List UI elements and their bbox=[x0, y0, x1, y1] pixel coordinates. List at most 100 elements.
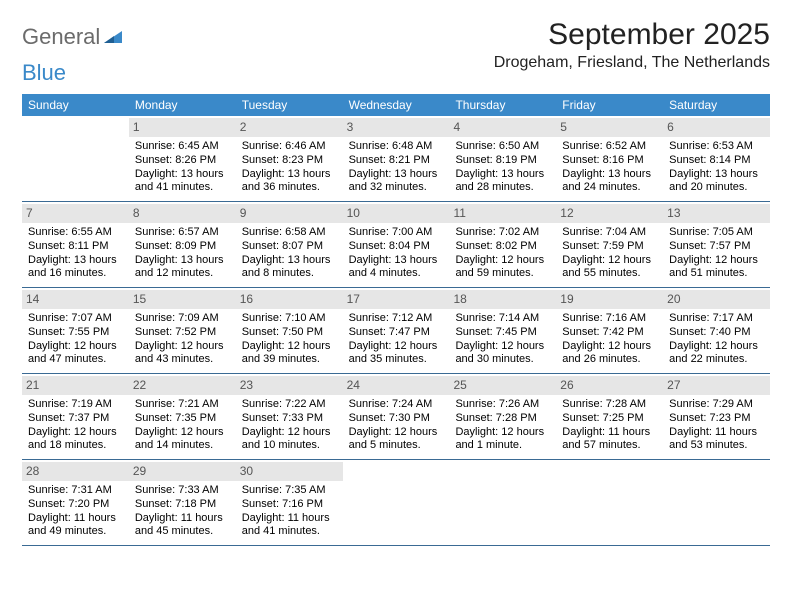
weeks-container: 1Sunrise: 6:45 AMSunset: 8:26 PMDaylight… bbox=[22, 116, 770, 546]
daylight-text: Daylight: 11 hours bbox=[669, 426, 764, 440]
day-cell: 3Sunrise: 6:48 AMSunset: 8:21 PMDaylight… bbox=[343, 116, 450, 201]
daylight-text: and 43 minutes. bbox=[135, 353, 230, 367]
day-header: Wednesday bbox=[343, 94, 450, 116]
daylight-text: Daylight: 13 hours bbox=[135, 168, 230, 182]
day-cell: 10Sunrise: 7:00 AMSunset: 8:04 PMDayligh… bbox=[343, 202, 450, 287]
daylight-text: Daylight: 12 hours bbox=[669, 340, 764, 354]
sunrise-text: Sunrise: 7:04 AM bbox=[562, 226, 657, 240]
daylight-text: Daylight: 12 hours bbox=[669, 254, 764, 268]
day-cell bbox=[22, 116, 129, 201]
day-cell bbox=[449, 460, 556, 545]
sunrise-text: Sunrise: 7:35 AM bbox=[242, 484, 337, 498]
daylight-text: and 51 minutes. bbox=[669, 267, 764, 281]
day-cell: 26Sunrise: 7:28 AMSunset: 7:25 PMDayligh… bbox=[556, 374, 663, 459]
day-cell: 12Sunrise: 7:04 AMSunset: 7:59 PMDayligh… bbox=[556, 202, 663, 287]
day-cell: 28Sunrise: 7:31 AMSunset: 7:20 PMDayligh… bbox=[22, 460, 129, 545]
day-cell: 6Sunrise: 6:53 AMSunset: 8:14 PMDaylight… bbox=[663, 116, 770, 201]
sunset-text: Sunset: 8:02 PM bbox=[455, 240, 550, 254]
daylight-text: and 14 minutes. bbox=[135, 439, 230, 453]
daylight-text: Daylight: 12 hours bbox=[562, 340, 657, 354]
day-number: 16 bbox=[236, 290, 343, 309]
calendar: Sunday Monday Tuesday Wednesday Thursday… bbox=[22, 94, 770, 546]
daylight-text: and 45 minutes. bbox=[135, 525, 230, 539]
day-cell: 2Sunrise: 6:46 AMSunset: 8:23 PMDaylight… bbox=[236, 116, 343, 201]
daylight-text: and 32 minutes. bbox=[349, 181, 444, 195]
day-number: 9 bbox=[236, 204, 343, 223]
sunset-text: Sunset: 7:18 PM bbox=[135, 498, 230, 512]
sunrise-text: Sunrise: 7:12 AM bbox=[349, 312, 444, 326]
sunset-text: Sunset: 7:28 PM bbox=[455, 412, 550, 426]
sunrise-text: Sunrise: 7:07 AM bbox=[28, 312, 123, 326]
daylight-text: Daylight: 12 hours bbox=[455, 254, 550, 268]
daylight-text: and 35 minutes. bbox=[349, 353, 444, 367]
sunset-text: Sunset: 8:26 PM bbox=[135, 154, 230, 168]
week-row: 28Sunrise: 7:31 AMSunset: 7:20 PMDayligh… bbox=[22, 460, 770, 546]
day-number: 8 bbox=[129, 204, 236, 223]
day-number: 22 bbox=[129, 376, 236, 395]
day-number: 26 bbox=[556, 376, 663, 395]
daylight-text: Daylight: 12 hours bbox=[562, 254, 657, 268]
day-cell: 17Sunrise: 7:12 AMSunset: 7:47 PMDayligh… bbox=[343, 288, 450, 373]
day-cell: 8Sunrise: 6:57 AMSunset: 8:09 PMDaylight… bbox=[129, 202, 236, 287]
day-cell: 20Sunrise: 7:17 AMSunset: 7:40 PMDayligh… bbox=[663, 288, 770, 373]
daylight-text: Daylight: 12 hours bbox=[349, 426, 444, 440]
sunset-text: Sunset: 7:30 PM bbox=[349, 412, 444, 426]
daylight-text: Daylight: 12 hours bbox=[455, 426, 550, 440]
day-number: 24 bbox=[343, 376, 450, 395]
daylight-text: and 53 minutes. bbox=[669, 439, 764, 453]
sunrise-text: Sunrise: 7:19 AM bbox=[28, 398, 123, 412]
sunrise-text: Sunrise: 6:48 AM bbox=[349, 140, 444, 154]
sunset-text: Sunset: 7:16 PM bbox=[242, 498, 337, 512]
day-cell: 1Sunrise: 6:45 AMSunset: 8:26 PMDaylight… bbox=[129, 116, 236, 201]
logo-word-general: General bbox=[22, 24, 100, 50]
daylight-text: Daylight: 13 hours bbox=[242, 254, 337, 268]
day-cell bbox=[343, 460, 450, 545]
sunset-text: Sunset: 8:11 PM bbox=[28, 240, 123, 254]
day-cell: 27Sunrise: 7:29 AMSunset: 7:23 PMDayligh… bbox=[663, 374, 770, 459]
day-cell: 14Sunrise: 7:07 AMSunset: 7:55 PMDayligh… bbox=[22, 288, 129, 373]
daylight-text: Daylight: 11 hours bbox=[242, 512, 337, 526]
sunset-text: Sunset: 7:55 PM bbox=[28, 326, 123, 340]
daylight-text: and 57 minutes. bbox=[562, 439, 657, 453]
daylight-text: Daylight: 12 hours bbox=[135, 426, 230, 440]
sunset-text: Sunset: 8:21 PM bbox=[349, 154, 444, 168]
day-cell: 29Sunrise: 7:33 AMSunset: 7:18 PMDayligh… bbox=[129, 460, 236, 545]
daylight-text: and 39 minutes. bbox=[242, 353, 337, 367]
day-header: Friday bbox=[556, 94, 663, 116]
sunrise-text: Sunrise: 7:29 AM bbox=[669, 398, 764, 412]
week-row: 1Sunrise: 6:45 AMSunset: 8:26 PMDaylight… bbox=[22, 116, 770, 202]
sunrise-text: Sunrise: 7:09 AM bbox=[135, 312, 230, 326]
sunset-text: Sunset: 7:40 PM bbox=[669, 326, 764, 340]
day-number: 1 bbox=[129, 118, 236, 137]
day-header-row: Sunday Monday Tuesday Wednesday Thursday… bbox=[22, 94, 770, 116]
day-number: 30 bbox=[236, 462, 343, 481]
sunrise-text: Sunrise: 7:17 AM bbox=[669, 312, 764, 326]
week-row: 21Sunrise: 7:19 AMSunset: 7:37 PMDayligh… bbox=[22, 374, 770, 460]
daylight-text: Daylight: 13 hours bbox=[669, 168, 764, 182]
daylight-text: and 20 minutes. bbox=[669, 181, 764, 195]
day-number: 27 bbox=[663, 376, 770, 395]
logo: General bbox=[22, 18, 124, 50]
day-cell: 16Sunrise: 7:10 AMSunset: 7:50 PMDayligh… bbox=[236, 288, 343, 373]
sunrise-text: Sunrise: 6:55 AM bbox=[28, 226, 123, 240]
daylight-text: Daylight: 12 hours bbox=[455, 340, 550, 354]
daylight-text: and 30 minutes. bbox=[455, 353, 550, 367]
sunset-text: Sunset: 7:33 PM bbox=[242, 412, 337, 426]
sunset-text: Sunset: 7:52 PM bbox=[135, 326, 230, 340]
day-cell bbox=[663, 460, 770, 545]
logo-mark-icon bbox=[104, 27, 122, 48]
sunset-text: Sunset: 8:19 PM bbox=[455, 154, 550, 168]
daylight-text: and 28 minutes. bbox=[455, 181, 550, 195]
daylight-text: Daylight: 12 hours bbox=[28, 426, 123, 440]
day-number: 25 bbox=[449, 376, 556, 395]
day-number: 10 bbox=[343, 204, 450, 223]
day-number: 15 bbox=[129, 290, 236, 309]
daylight-text: Daylight: 12 hours bbox=[28, 340, 123, 354]
daylight-text: and 55 minutes. bbox=[562, 267, 657, 281]
daylight-text: and 41 minutes. bbox=[135, 181, 230, 195]
daylight-text: and 49 minutes. bbox=[28, 525, 123, 539]
day-number: 21 bbox=[22, 376, 129, 395]
sunset-text: Sunset: 7:42 PM bbox=[562, 326, 657, 340]
day-number: 11 bbox=[449, 204, 556, 223]
day-number: 13 bbox=[663, 204, 770, 223]
